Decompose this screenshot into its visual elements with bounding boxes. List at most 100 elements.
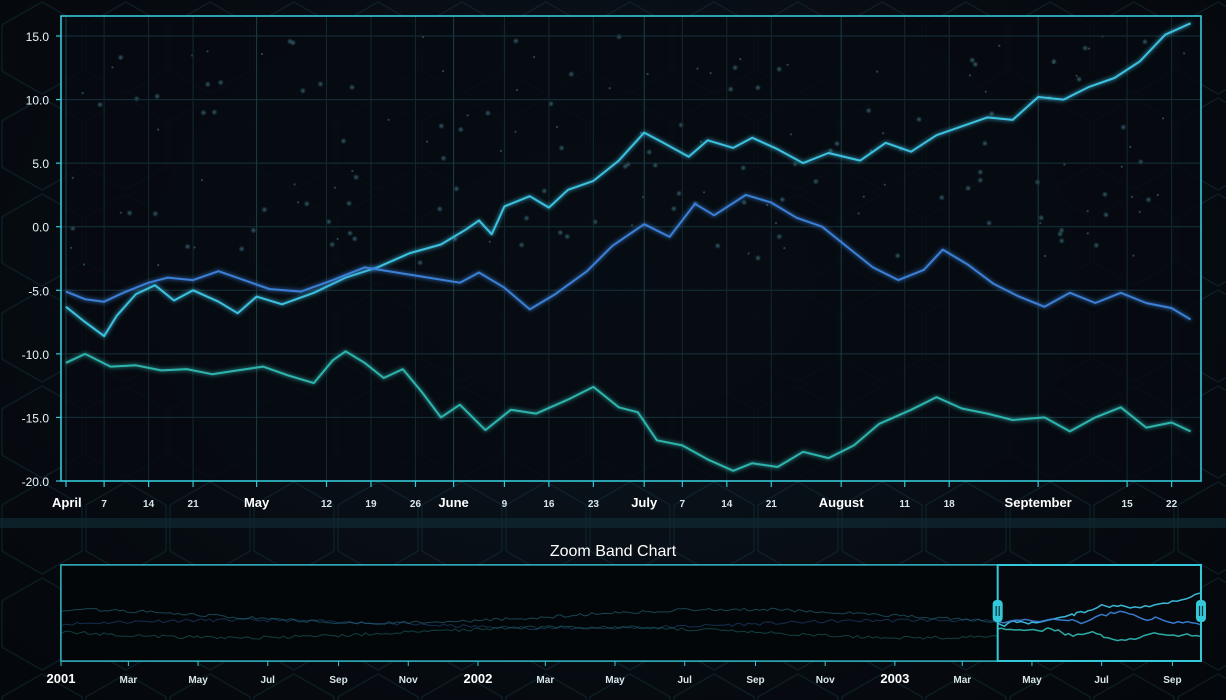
background-dot bbox=[964, 185, 972, 192]
background-dot bbox=[488, 240, 491, 243]
background-dot bbox=[466, 114, 469, 117]
background-dot bbox=[1086, 232, 1089, 235]
background-dot bbox=[204, 81, 211, 88]
x-tick-label: April bbox=[52, 495, 82, 510]
background-dot bbox=[786, 63, 789, 66]
x-tick-label: July bbox=[631, 495, 658, 510]
background-dot bbox=[882, 132, 885, 135]
background-dot bbox=[739, 58, 742, 61]
y-tick-label: 15.0 bbox=[26, 30, 50, 44]
background-dot bbox=[774, 221, 778, 225]
background-dot bbox=[217, 79, 224, 86]
background-dot bbox=[812, 178, 820, 185]
background-dot bbox=[1038, 214, 1045, 221]
background-dot bbox=[518, 241, 525, 249]
background-dot bbox=[1034, 178, 1041, 186]
x-tick-label: 7 bbox=[680, 499, 686, 510]
background-dot bbox=[206, 50, 209, 53]
background-dot bbox=[969, 56, 976, 64]
zoom-x-tick-label: Jul bbox=[261, 675, 276, 686]
x-tick-label: August bbox=[819, 495, 864, 510]
background-dot bbox=[709, 72, 712, 75]
background-dot bbox=[426, 140, 429, 143]
background-dot bbox=[833, 140, 841, 147]
background-dot bbox=[981, 140, 989, 147]
background-dot bbox=[1130, 195, 1134, 199]
background-dot bbox=[438, 122, 445, 130]
background-dot bbox=[325, 218, 332, 225]
background-dot bbox=[968, 74, 972, 77]
background-dot bbox=[71, 176, 74, 179]
background-dot bbox=[1087, 47, 1091, 50]
background-dot bbox=[731, 64, 739, 71]
background-dot bbox=[639, 131, 643, 134]
background-dot bbox=[977, 168, 984, 176]
background-dot bbox=[333, 186, 337, 189]
background-dot bbox=[516, 88, 519, 92]
background-dot bbox=[741, 199, 748, 206]
background-dot bbox=[622, 163, 629, 170]
background-dot bbox=[541, 187, 548, 195]
zoom-series-lines bbox=[60, 592, 1201, 642]
background-dot bbox=[260, 52, 264, 56]
background-dot bbox=[1183, 52, 1186, 55]
background-dot bbox=[69, 225, 77, 232]
background-dot bbox=[286, 38, 294, 45]
background-dot bbox=[1050, 58, 1058, 65]
background-dot bbox=[317, 80, 324, 88]
x-tick-label: 18 bbox=[944, 499, 956, 510]
background-dot bbox=[211, 109, 218, 116]
background-dot bbox=[348, 84, 356, 91]
background-dot bbox=[1120, 165, 1123, 168]
series-line bbox=[65, 22, 1192, 338]
background-dot bbox=[1039, 222, 1042, 225]
main-gridlines bbox=[61, 16, 1201, 482]
x-tick-label: September bbox=[1005, 495, 1072, 510]
selection-handle-left[interactable] bbox=[992, 600, 1003, 622]
zoom-x-axis-ticks: 2001 Mar May Jul Sep Nov 2002 Mar May Jul Sep Nov 20… bbox=[47, 661, 1182, 686]
background-dot bbox=[523, 215, 530, 222]
background-dot bbox=[154, 93, 161, 100]
y-tick-label: -20.0 bbox=[22, 475, 50, 489]
background-dot bbox=[387, 118, 390, 121]
background-dots bbox=[69, 33, 1186, 267]
background-dot bbox=[1120, 124, 1127, 131]
background-dot bbox=[862, 195, 865, 198]
zoom-x-tick-label: May bbox=[1022, 675, 1042, 686]
separator-band bbox=[0, 518, 1226, 528]
background-dot bbox=[789, 133, 793, 136]
background-dot bbox=[1093, 242, 1100, 249]
background-dot bbox=[699, 140, 703, 143]
overview-line bbox=[997, 592, 1201, 628]
zoom-selection-window[interactable] bbox=[61, 564, 1206, 662]
background-dot bbox=[556, 125, 559, 128]
background-dot bbox=[126, 209, 133, 217]
zoom-x-tick-label: Jul bbox=[677, 675, 692, 686]
background-dot bbox=[336, 237, 339, 240]
background-dot bbox=[453, 185, 460, 192]
background-dot bbox=[250, 227, 257, 234]
background-dot bbox=[747, 252, 750, 255]
background-dot bbox=[985, 219, 993, 227]
unselected-range-shade bbox=[61, 565, 998, 661]
background-dot bbox=[740, 164, 747, 172]
background-dot bbox=[938, 194, 945, 201]
zoom-x-tick-label: Nov bbox=[399, 675, 418, 686]
background-dot bbox=[714, 242, 721, 249]
background-dot bbox=[1075, 74, 1078, 77]
x-tick-label: 7 bbox=[101, 499, 107, 510]
background-dot bbox=[457, 126, 464, 133]
background-dot bbox=[564, 233, 571, 240]
x-tick-label: May bbox=[244, 495, 270, 510]
overview-line bbox=[60, 607, 998, 625]
background-dot bbox=[670, 205, 677, 212]
selection-handle-right[interactable] bbox=[1196, 600, 1206, 622]
background-dot bbox=[200, 179, 203, 182]
zoom-band-chart[interactable]: Zoom Band Chart 2001 Mar May Jul Sep Nov 2002 M… bbox=[47, 543, 1206, 686]
background-dot bbox=[261, 206, 268, 213]
background-dot bbox=[1063, 163, 1066, 166]
background-dot bbox=[776, 66, 783, 73]
background-dot bbox=[352, 174, 360, 181]
background-dot bbox=[303, 200, 310, 207]
